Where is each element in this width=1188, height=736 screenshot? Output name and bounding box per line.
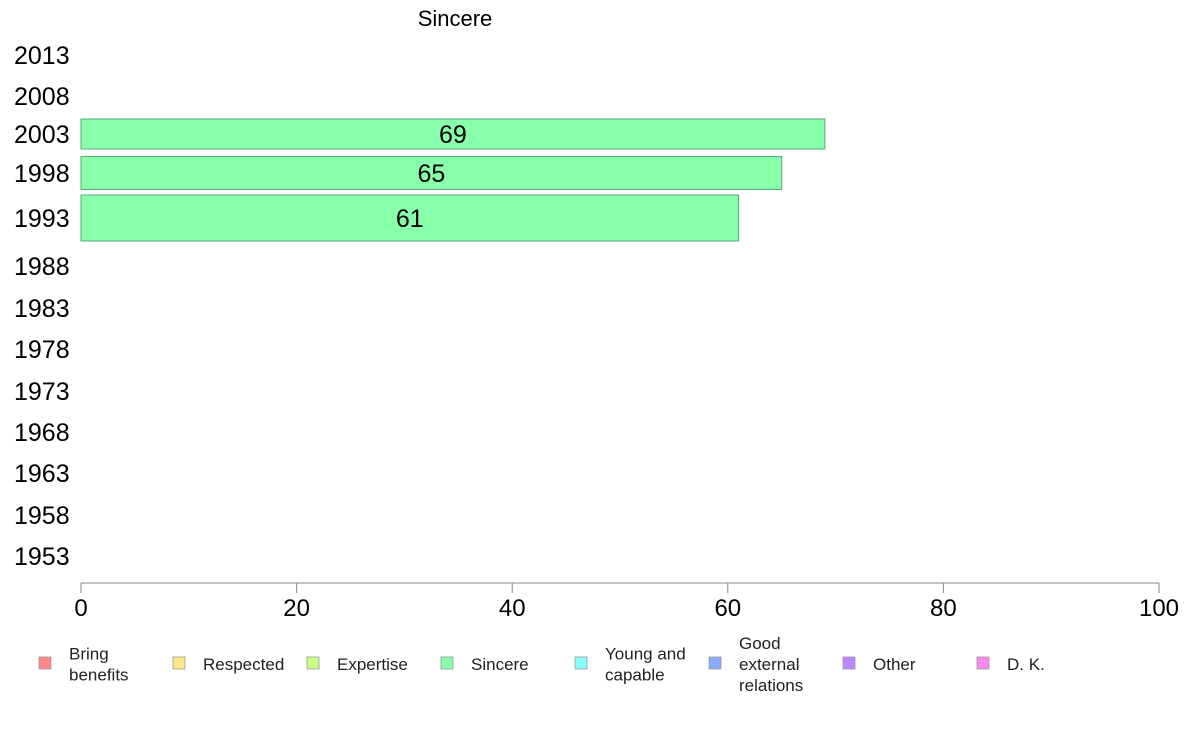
legend: Bring benefits Respected Expertise Sincere Yo… [38, 634, 1045, 695]
bars-group: 69 65 61 [80, 118, 826, 242]
bar-value-label-1993: 61 [396, 205, 424, 233]
bar-value-label-1998: 65 [417, 160, 445, 188]
x-tick-label-20: 20 [283, 595, 310, 622]
bar-1993 [80, 194, 740, 242]
x-tick-label-80: 80 [930, 595, 957, 622]
x-tick-label-60: 60 [714, 595, 741, 622]
legend-item-1: Respected [172, 655, 284, 674]
x-tick-label-100: 100 [1139, 595, 1179, 622]
legend-label: D. K. [1007, 655, 1045, 674]
legend-swatch [574, 656, 588, 670]
legend-label: Bring benefits [69, 645, 129, 685]
x-tick-label-40: 40 [499, 595, 526, 622]
legend-item-7: D. K. [976, 655, 1045, 674]
category-label-2008: 2008 [14, 83, 70, 111]
legend-label: Sincere [471, 655, 529, 674]
bar-1998 [80, 156, 783, 190]
category-label-1963: 1963 [14, 460, 70, 488]
legend-swatch [842, 656, 856, 670]
legend-item-4: Young and capable [574, 645, 686, 685]
legend-item-2: Expertise [306, 655, 408, 674]
legend-swatch [38, 656, 52, 670]
legend-item-0: Bring benefits [38, 645, 129, 685]
category-label-1973: 1973 [14, 378, 70, 406]
chart-title: Sincere [418, 6, 493, 31]
category-label-1958: 1958 [14, 502, 70, 530]
category-labels: 2013 2008 2003 1998 1993 1988 1983 1978 1973 1968… [14, 42, 70, 571]
x-axis: 0 20 40 60 80 100 [74, 582, 1179, 622]
legend-item-6: Other [842, 655, 916, 674]
legend-swatch [976, 656, 990, 670]
legend-label: Expertise [337, 655, 408, 674]
category-label-1978: 1978 [14, 336, 70, 364]
category-label-1988: 1988 [14, 253, 70, 281]
category-label-2003: 2003 [14, 121, 70, 149]
legend-swatch [440, 656, 454, 670]
legend-label: Young and capable [605, 645, 686, 685]
category-label-1983: 1983 [14, 295, 70, 323]
category-label-1968: 1968 [14, 419, 70, 447]
bar-value-label-2003: 69 [439, 121, 467, 149]
legend-swatch [172, 656, 186, 670]
legend-item-3: Sincere [440, 655, 529, 674]
category-label-1953: 1953 [14, 543, 70, 571]
legend-swatch [306, 656, 320, 670]
x-tick-label-0: 0 [74, 595, 87, 622]
legend-label: Respected [203, 655, 284, 674]
legend-label: Good external relations [739, 634, 803, 695]
legend-swatch [708, 656, 722, 670]
category-label-2013: 2013 [14, 42, 70, 70]
bar-2003 [80, 118, 826, 150]
category-label-1998: 1998 [14, 160, 70, 188]
legend-item-5: Good external relations [708, 634, 803, 695]
category-label-1993: 1993 [14, 205, 70, 233]
legend-label: Other [873, 655, 916, 674]
